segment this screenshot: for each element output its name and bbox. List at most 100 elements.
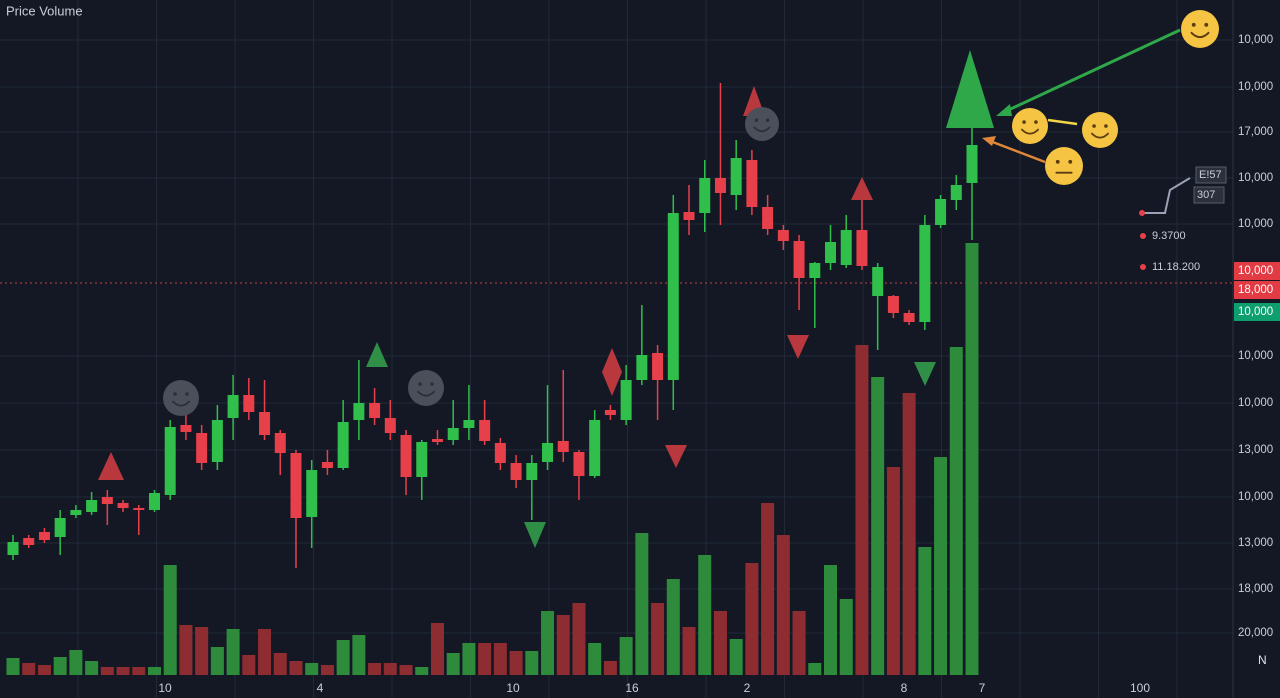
price-label: 10,000 [1238,34,1273,46]
face-eye [1191,22,1196,27]
candle-body [196,433,208,463]
overlay-box [1195,166,1227,184]
candle-body [809,263,821,278]
price-label: 10,000 [1238,397,1273,409]
candle-body [227,395,239,418]
arrow [1047,118,1078,126]
arrow [1001,28,1181,115]
volume-bar [619,637,633,675]
face [1045,147,1083,185]
volume-bar [53,657,67,675]
price-tag [1234,262,1280,280]
volume-bar [918,547,932,675]
volume-bar [776,535,790,675]
price-tag-label: 10,000 [1238,265,1273,277]
candle-body [180,425,192,432]
volume-bar [383,663,397,675]
price-label: 18,000 [1238,583,1273,595]
candle-body [38,532,50,540]
volume-bar [556,615,570,675]
price-label: 13,000 [1238,444,1273,456]
candle-body [887,296,899,313]
candle-body [714,178,726,193]
volume-bar [258,629,272,675]
candle-body [463,420,475,428]
volume-bar [824,565,838,675]
face-eye [1068,159,1073,164]
volume-bar [651,603,665,675]
volume-bar [352,635,366,675]
volume-bar [132,667,146,675]
candle-body [70,510,82,515]
volume-bar [572,603,586,675]
volume-layer [6,243,979,675]
candle-body [479,420,491,441]
volume-bar [745,563,759,675]
face [1012,108,1048,144]
candle-body [746,160,758,207]
face-eye [185,392,189,396]
volume-bar [399,665,413,675]
candle-body [919,225,931,322]
chart-title: Price Volume [6,3,83,18]
overlay-label: 307 [1197,189,1215,201]
x-tick-label: 8 [901,681,908,695]
volume-bar [713,611,727,675]
face-eye [1055,159,1060,164]
candle-body [935,199,947,225]
candle-body [164,427,176,495]
price-label: 17,000 [1238,126,1273,138]
diamond-marker [602,348,622,396]
overlay-label: 11.18.200 [1152,261,1200,273]
candle-body [23,538,35,545]
candle-body [101,497,113,504]
price-tag-label: 10,000 [1238,306,1273,318]
face-eye [765,118,770,122]
candle-body [856,230,868,266]
volume-bar [69,650,83,675]
face-mouth [172,400,190,407]
price-label: 10,000 [1238,81,1273,93]
face [163,380,199,416]
volume-bar [415,667,429,675]
volume-bar [588,643,602,675]
labels: Price Volume 10,000 10,000 17,000 10,000 10,… [6,3,1280,695]
candle-body [7,542,19,555]
x-tick-label: 2 [744,681,751,695]
volume-bar [305,663,319,675]
price-label: 10,000 [1238,172,1273,184]
face [745,107,779,141]
candle-body [604,410,616,415]
candle-body [730,158,742,195]
volume-bar [729,639,743,675]
markers [98,50,994,548]
candle-body [86,500,98,512]
price-label: 13,000 [1238,537,1273,549]
volume-bar [242,655,256,675]
volume-bar [792,611,806,675]
candle-body [369,403,381,418]
volume-bar [871,377,885,675]
face-eye [1104,124,1108,128]
candle-body [416,442,428,477]
overlay-box [1193,186,1225,204]
face-eye [418,382,422,386]
volume-bar [635,533,649,675]
volume-bar [368,663,382,675]
dot [1139,210,1145,216]
up-marker [366,342,388,367]
face-mouth [1091,132,1109,139]
candle-body [872,267,884,296]
candle-body [840,230,852,265]
volume-bar [430,623,444,675]
face-mouth [753,126,771,133]
volume-bar [603,661,617,675]
price-tag [1234,303,1280,321]
volume-bar [100,667,114,675]
price-tag-label: 18,000 [1238,284,1273,296]
volume-bar [886,467,900,675]
volume-bar [478,643,492,675]
candle-body [274,433,286,453]
overlay-label: E!57 [1199,169,1222,181]
candle-body [620,380,632,420]
